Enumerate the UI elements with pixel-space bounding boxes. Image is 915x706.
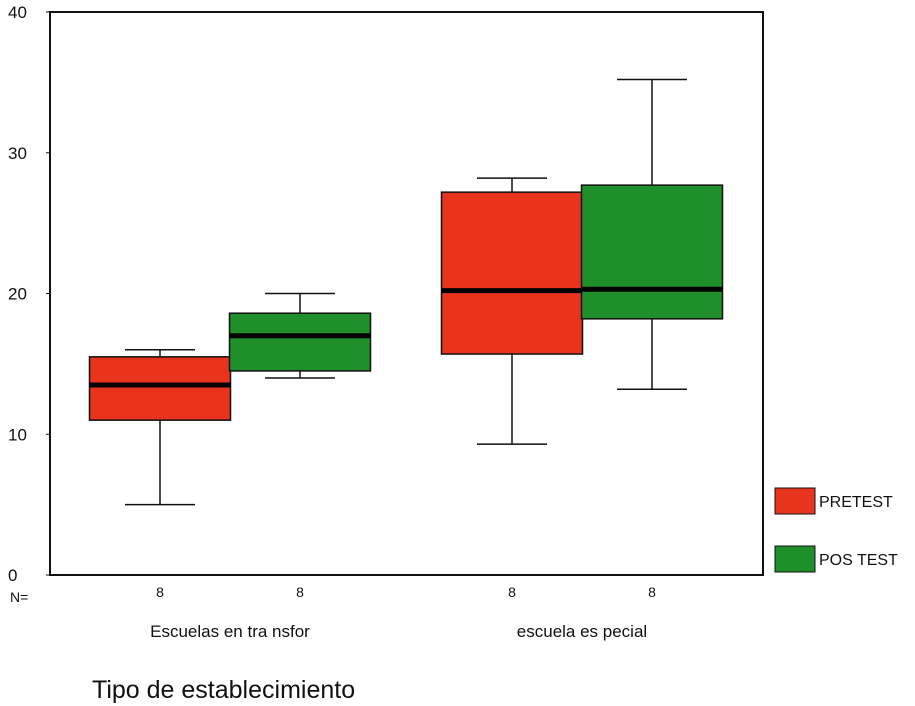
n-count: 8 xyxy=(508,584,516,600)
legend-swatch xyxy=(774,545,816,573)
legend-label: PRETEST xyxy=(819,494,893,511)
box-pretest-1 xyxy=(88,349,232,506)
y-tick-label: 40 xyxy=(8,3,27,22)
legend-item-pretest: PRETEST xyxy=(774,487,893,515)
category-label: escuela es pecial xyxy=(517,622,647,641)
x-axis-title: Tipo de establecimiento xyxy=(92,676,355,704)
legend-label: POS TEST xyxy=(819,552,898,569)
n-count-row: 8 8 8 8 N= xyxy=(10,584,656,605)
y-tick-label: 10 xyxy=(8,425,27,444)
iqr-box xyxy=(580,184,724,320)
n-count: 8 xyxy=(648,584,656,600)
box-series xyxy=(88,78,724,506)
y-tick-label: 20 xyxy=(8,285,27,304)
y-tick-label: 0 xyxy=(8,566,17,585)
n-count: 8 xyxy=(156,584,164,600)
box-pos-test-2 xyxy=(580,78,724,390)
box-pos-test-1 xyxy=(228,292,372,379)
legend-item-pos-test: POS TEST xyxy=(774,545,898,573)
iqr-box xyxy=(88,356,232,421)
iqr-box xyxy=(228,312,372,372)
n-prefix-label: N= xyxy=(10,589,28,605)
legend: PRETEST POS TEST xyxy=(774,487,898,573)
y-tick-label: 30 xyxy=(8,144,27,163)
category-labels: Escuelas en tra nsfor escuela es pecial xyxy=(150,622,647,641)
box-pretest-2 xyxy=(440,177,584,445)
y-axis-ticks: 0 10 20 30 40 xyxy=(8,3,50,585)
iqr-box xyxy=(440,191,584,355)
legend-swatch xyxy=(774,487,816,515)
category-label: Escuelas en tra nsfor xyxy=(150,622,310,641)
n-count: 8 xyxy=(296,584,304,600)
